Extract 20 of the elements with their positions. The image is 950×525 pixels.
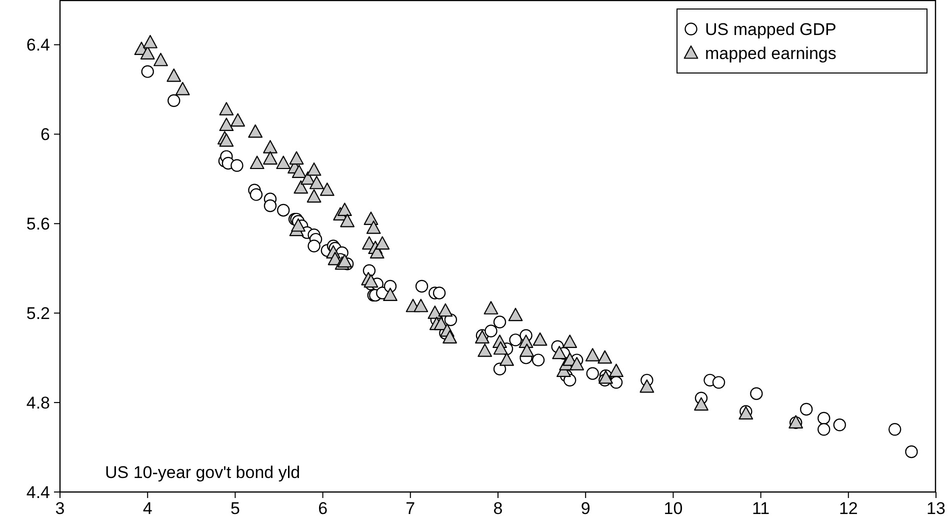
x-tick-label: 7: [406, 499, 416, 518]
x-tick-label: 10: [664, 499, 683, 518]
x-tick-label: 12: [838, 499, 858, 518]
x-tick-label: 4: [142, 499, 152, 518]
legend-label: mapped earnings: [705, 44, 836, 63]
x-tick-label: 9: [580, 499, 590, 518]
x-tick-label: 6: [318, 499, 328, 518]
y-tick-label: 5.6: [26, 214, 50, 234]
x-tick-label: 13: [926, 499, 946, 518]
x-tick-label: 8: [493, 499, 503, 518]
y-tick-label: 4.4: [26, 482, 50, 502]
y-tick-label: 5.2: [26, 304, 50, 324]
y-tick-label: 6.4: [26, 36, 50, 55]
x-tick-label: 5: [230, 499, 240, 518]
x-tick-label: 3: [55, 499, 65, 518]
x-tick-label: 11: [752, 499, 770, 518]
x-axis-title: US 10-year gov't bond yld: [105, 463, 300, 482]
y-tick-label: 6: [40, 125, 50, 144]
legend-label: US mapped GDP: [705, 20, 836, 39]
y-tick-label: 4.8: [26, 393, 50, 412]
